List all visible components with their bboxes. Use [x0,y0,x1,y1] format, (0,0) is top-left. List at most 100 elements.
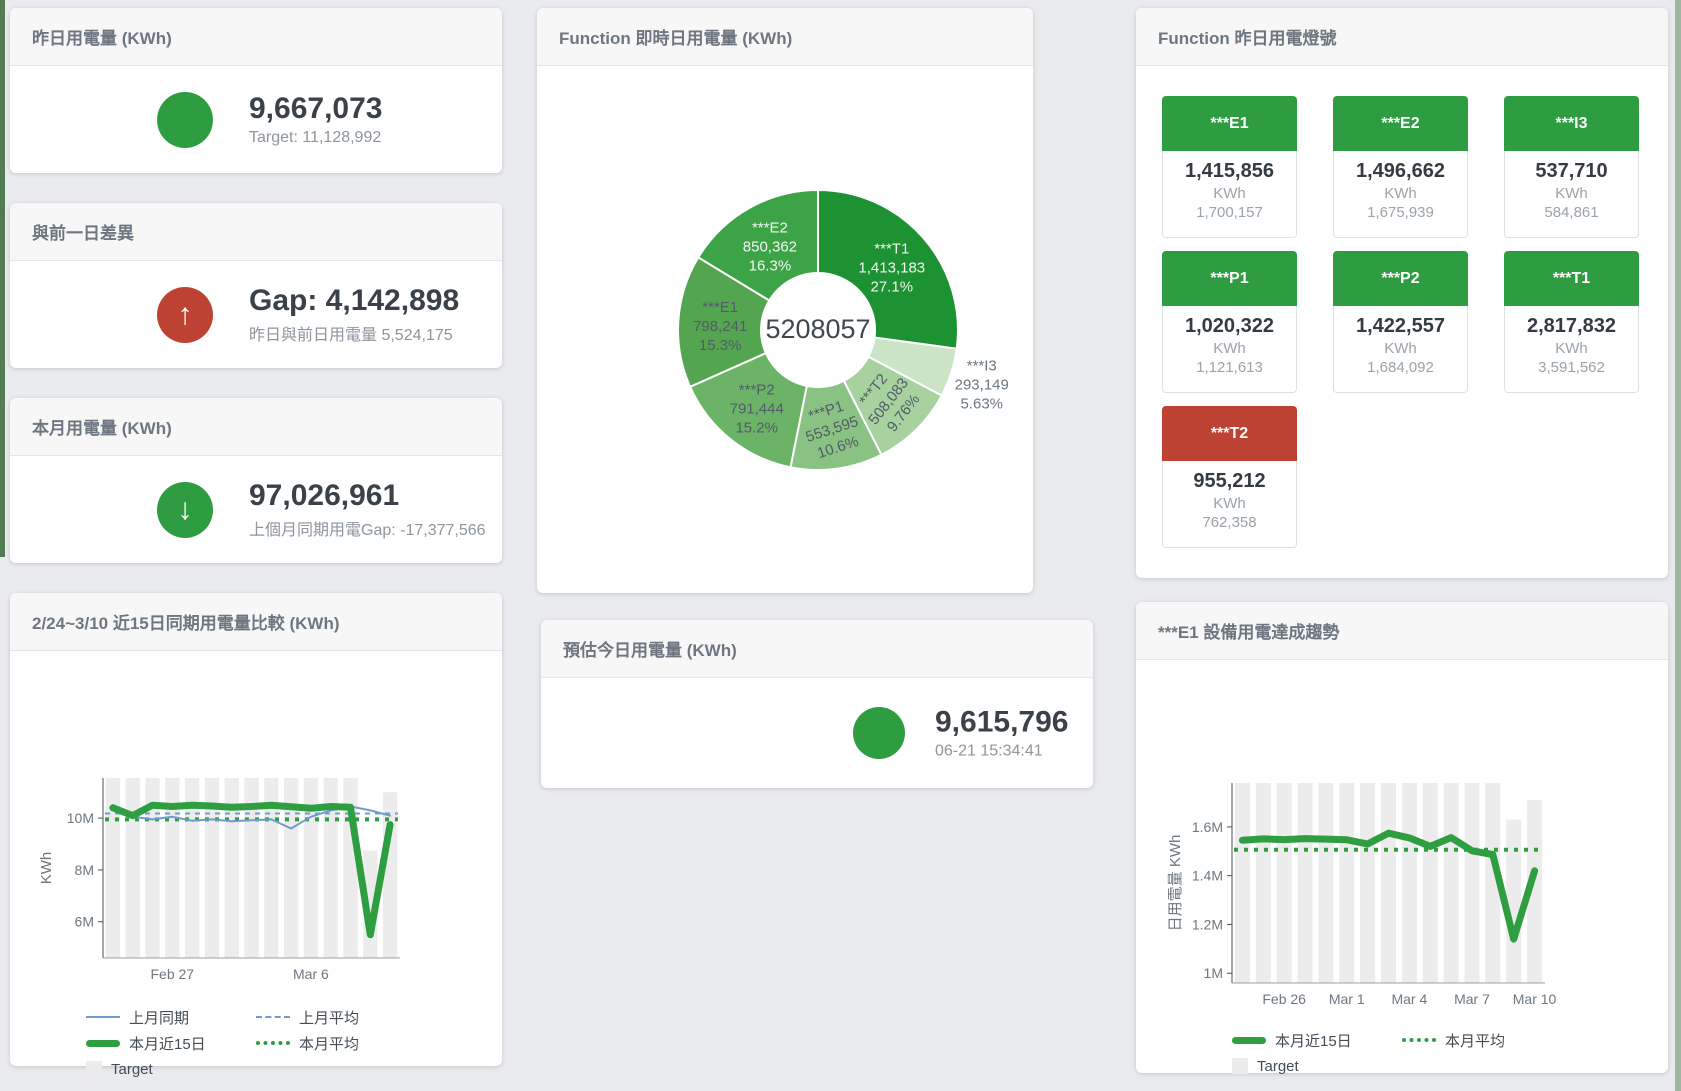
legend-label: 本月平均 [299,1035,360,1053]
card-month-usage: 本月用電量 (KWh) ↓ 97,026,961 上個月同期用電Gap: -17… [10,398,502,563]
target-bar [1381,783,1396,983]
legend-item[interactable]: Target [86,1056,256,1082]
sw-box-gray-icon [1232,1058,1248,1074]
legend-item[interactable]: Target [1232,1053,1402,1079]
legend-row: 上月同期 上月平均 [86,1004,426,1030]
tile-body: 1,020,322 KWh 1,121,613 [1162,306,1297,393]
target-bar [323,778,338,958]
donut-label-P2: ***P2 791,444 15.2% [730,381,784,436]
legend-item[interactable]: 本月平均 [1402,1027,1572,1053]
tile-body: 2,817,832 KWh 3,591,562 [1504,306,1639,393]
light-tile-P2[interactable]: ***P2 1,422,557 KWh 1,684,092 [1333,251,1468,393]
donut-center-total: 5208057 [765,314,870,344]
y-tick-label: 1M [1204,965,1223,981]
tile-target: 1,675,939 [1367,204,1434,221]
sw-line-blue-icon [86,1016,120,1018]
status-circle-green-icon [157,91,213,148]
tile-status-header: ***P2 [1333,251,1468,306]
legend-label: 上月平均 [299,1009,360,1027]
card-month-body: ↓ 97,026,961 上個月同期用電Gap: -17,377,566 [10,456,502,563]
legend-item[interactable]: 本月近15日 [86,1030,256,1056]
tile-target: 1,121,613 [1196,359,1263,376]
light-tile-I3[interactable]: ***I3 537,710 KWh 584,861 [1504,96,1639,238]
target-bar [1318,783,1334,983]
card-e1-trend: ***E1 設備用電達成趨勢 1M 1.2M 1.4M 1.6M Feb 26 Mar 1… [1136,602,1668,1075]
compare-chart[interactable]: 6M 8M 10M Feb 27 Mar 6 KWh [10,651,502,989]
legend-label: Target [111,1060,153,1078]
tile-value: 955,212 [1193,470,1266,492]
tile-unit: KWh [1213,340,1246,357]
target-bar [1360,783,1376,983]
target-bar [1297,783,1313,983]
tile-target: 762,358 [1202,514,1257,531]
month-value: 97,026,961 [249,479,400,512]
usage-lights-grid: ***E1 1,415,856 KWh 1,700,157 ***E2 1,496,662… [1162,96,1639,548]
card-yesterday-body: 9,667,073 Target: 11,128,992 [10,66,502,173]
light-tile-P1[interactable]: ***P1 1,020,322 KWh 1,121,613 [1162,251,1297,393]
target-bar [303,778,319,958]
tile-unit: KWh [1384,185,1417,202]
card-day-gap-body: ↑ Gap: 4,142,898 昨日與前日用電量 5,524,175 [10,261,502,368]
target-bar [1422,783,1438,983]
tile-value: 1,496,662 [1356,160,1445,182]
legend-row: 本月近15日 本月平均 [86,1030,426,1056]
donut-slice-E2[interactable] [696,188,819,302]
tile-body: 1,422,557 KWh 1,684,092 [1333,306,1468,393]
legend-item[interactable]: 本月近15日 [1232,1027,1402,1053]
yesterday-target: Target: 11,128,992 [249,129,382,146]
light-tile-E1[interactable]: ***E1 1,415,856 KWh 1,700,157 [1162,96,1297,238]
card-day-gap-title: 與前一日差異 [10,203,502,261]
series-line [109,801,394,939]
right-scrollbar[interactable] [1675,0,1681,1091]
legend-row: 本月近15日 本月平均 [1232,1027,1572,1053]
donut-label-T1: ***T1 1,413,183 27.1% [858,241,925,296]
target-bar [1255,783,1271,983]
sw-dots-green-icon [1402,1038,1436,1042]
day-gap-value: Gap: 4,142,898 [249,284,460,317]
tile-value: 537,710 [1535,160,1608,182]
target-bar [383,792,398,958]
tile-body: 955,212 KWh 762,358 [1162,461,1297,548]
realtime-donut-chart[interactable]: ***T1 1,413,183 27.1%***I3 293,149 5.63%***T… [537,66,1033,593]
tile-target: 1,684,092 [1367,359,1434,376]
e1-trend-chart[interactable]: 1M 1.2M 1.4M 1.6M Feb 26 Mar 1 Mar 4 Mar 7 Mar 1… [1136,660,1668,1012]
card-yesterday-usage: 昨日用電量 (KWh) 9,667,073 Target: 11,128,992 [10,8,502,173]
legend-item[interactable]: 本月平均 [256,1030,426,1056]
light-tile-E2[interactable]: ***E2 1,496,662 KWh 1,675,939 [1333,96,1468,238]
target-bar [185,778,200,958]
tile-unit: KWh [1555,340,1588,357]
donut-slice-T1[interactable] [817,188,959,350]
target-bar [244,778,259,958]
target-bar [204,778,220,958]
light-tile-T1[interactable]: ***T1 2,817,832 KWh 3,591,562 [1504,251,1639,393]
legend-item[interactable]: 上月平均 [256,1004,426,1030]
tile-unit: KWh [1213,185,1246,202]
tile-body: 1,415,856 KWh 1,700,157 [1162,151,1297,238]
sw-box-gray-icon [86,1061,102,1077]
target-bar [1464,783,1480,983]
tile-value: 1,422,557 [1356,315,1445,337]
legend-row: Target [1232,1053,1402,1079]
donut-slice-E1[interactable] [677,256,771,389]
month-gap-sub: 上個月同期用電Gap: -17,377,566 [249,522,486,539]
legend-label: 上月同期 [129,1009,190,1027]
y-tick-label: 1.6M [1192,819,1223,835]
target-bar [1401,783,1417,983]
e1-trend-legend: 本月近15日 本月平均 Target [1232,1027,1572,1079]
forecast-body: 9,615,796 06-21 15:34:41 [541,678,1093,788]
usage-lights-title: Function 昨日用電燈號 [1136,8,1668,66]
tile-target: 584,861 [1544,204,1599,221]
sw-dash-blue-icon [256,1016,290,1018]
tile-status-header: ***T2 [1162,406,1297,461]
realtime-donut-title: Function 即時日用電量 (KWh) [537,8,1033,66]
legend-label: 本月平均 [1445,1032,1506,1050]
x-tick-label: Mar 7 [1454,991,1490,1007]
card-yesterday-title: 昨日用電量 (KWh) [10,8,502,66]
series-line [1238,829,1539,943]
donut-slice-P2[interactable] [688,351,808,469]
legend-item[interactable]: 上月同期 [86,1004,256,1030]
target-bar [1485,783,1501,983]
tile-target: 3,591,562 [1538,359,1605,376]
donut-label-I3: ***I3 293,149 5.63% [955,358,1009,413]
light-tile-T2[interactable]: ***T2 955,212 KWh 762,358 [1162,406,1297,548]
